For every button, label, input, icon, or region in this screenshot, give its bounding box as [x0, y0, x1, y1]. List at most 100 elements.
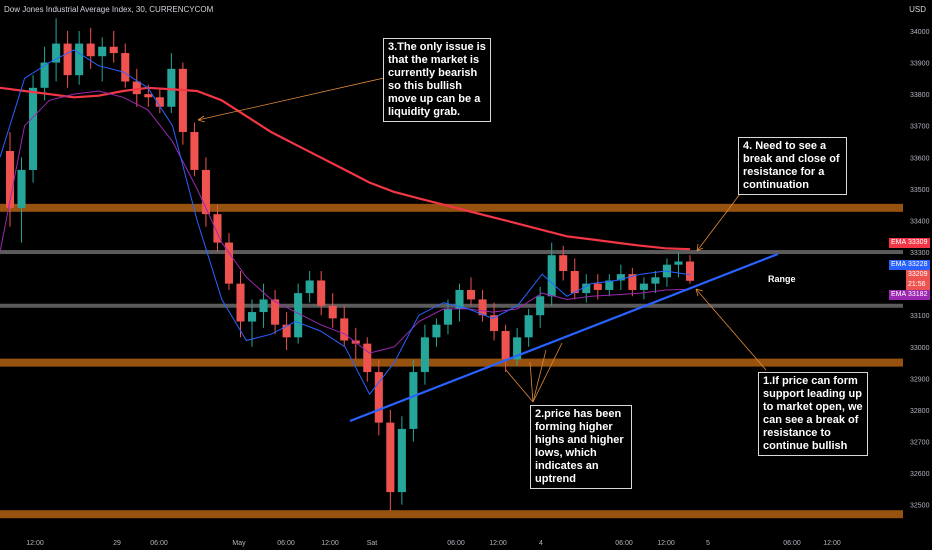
- y-tick-label: 33000: [910, 345, 930, 352]
- candle-body: [605, 280, 614, 290]
- candle-body: [75, 43, 84, 76]
- candle-body: [570, 271, 579, 294]
- x-tick-label: 12:00: [321, 540, 339, 547]
- annotation-note-3[interactable]: 3.The only issue is that the market is c…: [383, 38, 491, 122]
- level-line-2: [0, 303, 903, 308]
- ema-mid-line: [0, 90, 691, 354]
- y-tick-label: 33800: [910, 92, 930, 99]
- time-axis-background: [0, 532, 932, 550]
- y-tick-label: 34000: [910, 29, 930, 36]
- candle-body: [478, 299, 487, 316]
- candle-body: [501, 331, 510, 360]
- ema-slow-line: [0, 86, 691, 251]
- x-tick-label: 06:00: [615, 540, 633, 547]
- y-tick-label: 32600: [910, 471, 930, 478]
- symbol-title: Dow Jones Industrial Average Index, 30, …: [4, 5, 214, 14]
- candle-body: [248, 312, 257, 322]
- candle-body: [63, 43, 72, 76]
- candle-body: [651, 277, 660, 284]
- x-tick-label: 4: [539, 540, 543, 547]
- x-tick-label: 12:00: [26, 540, 44, 547]
- candle-body: [374, 372, 383, 423]
- candle-body: [17, 169, 26, 208]
- candle-body: [305, 280, 314, 294]
- candle-body: [536, 296, 545, 316]
- ema-fast-price-tag: 33228: [906, 260, 930, 270]
- candle-body: [466, 289, 476, 300]
- candle-body: [524, 315, 533, 338]
- horizontal-levels: [0, 203, 903, 519]
- y-tick-label: 33500: [910, 187, 930, 194]
- currency-label: USD: [909, 5, 926, 14]
- annotation-arrows: [197, 77, 767, 403]
- candle-body: [52, 43, 61, 63]
- candle-body: [559, 255, 568, 271]
- x-tick-label: 06:00: [447, 540, 465, 547]
- annotation-note-4[interactable]: 4. Need to see a break and close of resi…: [738, 137, 847, 195]
- candle-body: [443, 308, 452, 325]
- candle-body: [513, 337, 522, 360]
- x-tick-label: 06:00: [277, 540, 295, 547]
- candle-body: [213, 214, 222, 243]
- ema-slow-tag-label: EMA: [889, 238, 909, 248]
- candle-body: [420, 337, 429, 373]
- y-tick-label: 33700: [910, 124, 930, 131]
- candle-body: [582, 283, 591, 294]
- time-axis: 12:00 29 06:00 May 06:00 12:00 Sat 06:00 12:00 4 0…: [0, 532, 932, 550]
- annotation-note-2[interactable]: 2.price has been forming higher highs an…: [530, 405, 632, 489]
- x-tick-label: 06:00: [783, 540, 801, 547]
- last-price-tag: 33209: [906, 270, 930, 280]
- candle-body: [639, 283, 648, 290]
- candle-body: [363, 343, 372, 373]
- candle-body: [132, 81, 141, 95]
- candle-body: [29, 87, 38, 170]
- x-tick-label: 12:00: [657, 540, 675, 547]
- x-tick-label: Sat: [367, 540, 378, 547]
- ema-fast-tag-label: EMA: [889, 260, 909, 270]
- candle-body: [328, 305, 337, 319]
- x-tick-label: 5: [706, 540, 710, 547]
- uptrend-line[interactable]: [349, 252, 779, 423]
- candle-body: [409, 372, 418, 429]
- candle-body: [271, 299, 280, 325]
- y-tick-label: 33300: [910, 250, 930, 257]
- candle-body: [547, 255, 556, 297]
- candle-body: [616, 274, 625, 281]
- candle-body: [259, 299, 268, 313]
- x-tick-label: 29: [113, 540, 121, 547]
- y-tick-label: 32700: [910, 440, 930, 447]
- candle-body: [121, 53, 130, 82]
- candle-body: [86, 43, 95, 57]
- level-line-4: [0, 510, 903, 519]
- candle-body: [109, 46, 118, 54]
- candle-body: [490, 315, 499, 332]
- ema-mid-tag-label: EMA: [889, 290, 909, 300]
- candle-body: [628, 274, 637, 290]
- y-tick-label: 32800: [910, 408, 930, 415]
- candle-body: [98, 46, 107, 57]
- y-tick-label: 33100: [910, 313, 930, 320]
- range-label: Range: [768, 274, 796, 284]
- candle-body: [397, 428, 406, 493]
- candle-body: [236, 283, 245, 322]
- candle-body: [190, 132, 199, 170]
- y-tick-label: 33400: [910, 218, 930, 225]
- candle-body: [455, 289, 464, 309]
- candle-body: [294, 293, 303, 338]
- level-line-3: [0, 358, 903, 367]
- candle-body: [178, 68, 187, 133]
- candle-body: [224, 242, 234, 284]
- candle-body: [432, 324, 441, 338]
- candle-body: [674, 261, 683, 265]
- level-line-1: [0, 250, 903, 255]
- candle-body: [340, 318, 349, 341]
- y-tick-label: 33600: [910, 155, 930, 162]
- x-tick-label: May: [232, 540, 246, 547]
- y-tick-label: 32500: [910, 503, 930, 510]
- x-tick-label: 06:00: [150, 540, 168, 547]
- x-tick-label: 12:00: [489, 540, 507, 547]
- ema-slow-price-tag: 33309: [906, 238, 930, 248]
- annotation-note-1[interactable]: 1.If price can form support leading up t…: [758, 372, 868, 456]
- candle-body: [386, 422, 395, 493]
